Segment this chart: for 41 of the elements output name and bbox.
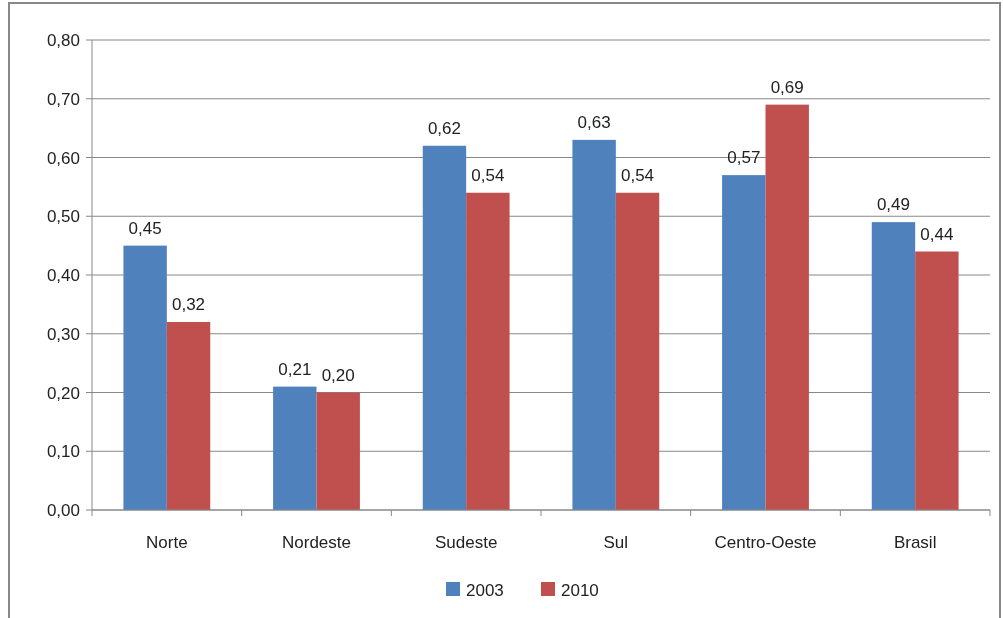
data-label: 0,54 [471,165,505,185]
data-label: 0,57 [727,148,761,168]
y-tick-label: 0,10 [46,442,80,462]
bar [615,192,660,510]
x-tick-label: Brasil [893,533,937,552]
x-tick-label: Centro-Oeste [714,533,817,552]
bar [765,104,809,510]
x-tick-label: Sul [603,533,629,552]
data-label: 0,32 [171,295,206,314]
y-tick-label: 0,50 [46,207,80,227]
x-tick-label: Norte [146,533,188,552]
data-label: 0,54 [620,165,655,185]
data-label: 0,20 [321,365,355,385]
x-tick-label: Sudeste [434,533,498,552]
data-label: 0,62 [427,118,462,138]
y-tick-label: 0,60 [46,148,80,168]
bar [871,222,916,510]
bar [316,392,360,510]
y-tick-label: 0,40 [46,266,80,285]
legend-label: 2003 [466,581,504,600]
bar [722,175,766,510]
data-label: 0,69 [770,77,804,97]
y-tick-label: 0,30 [46,324,80,344]
y-tick-label: 0,70 [46,89,80,109]
data-label: 0,49 [876,195,911,215]
bar [466,192,510,510]
bar [915,251,959,510]
data-label: 0,44 [920,224,954,244]
bar [572,139,616,510]
y-tick-label: 0,20 [46,383,80,403]
data-label: 0,45 [128,218,162,238]
data-label: 0,21 [278,359,312,379]
x-tick-label: Nordeste [282,533,351,552]
legend-label: 2010 [561,581,599,600]
bar [123,245,167,510]
bar [273,386,317,510]
bar [166,322,211,510]
bar [422,145,467,510]
y-tick-label: 0,80 [46,31,80,50]
data-label: 0,63 [577,112,611,132]
y-tick-label: 0,00 [46,501,80,520]
